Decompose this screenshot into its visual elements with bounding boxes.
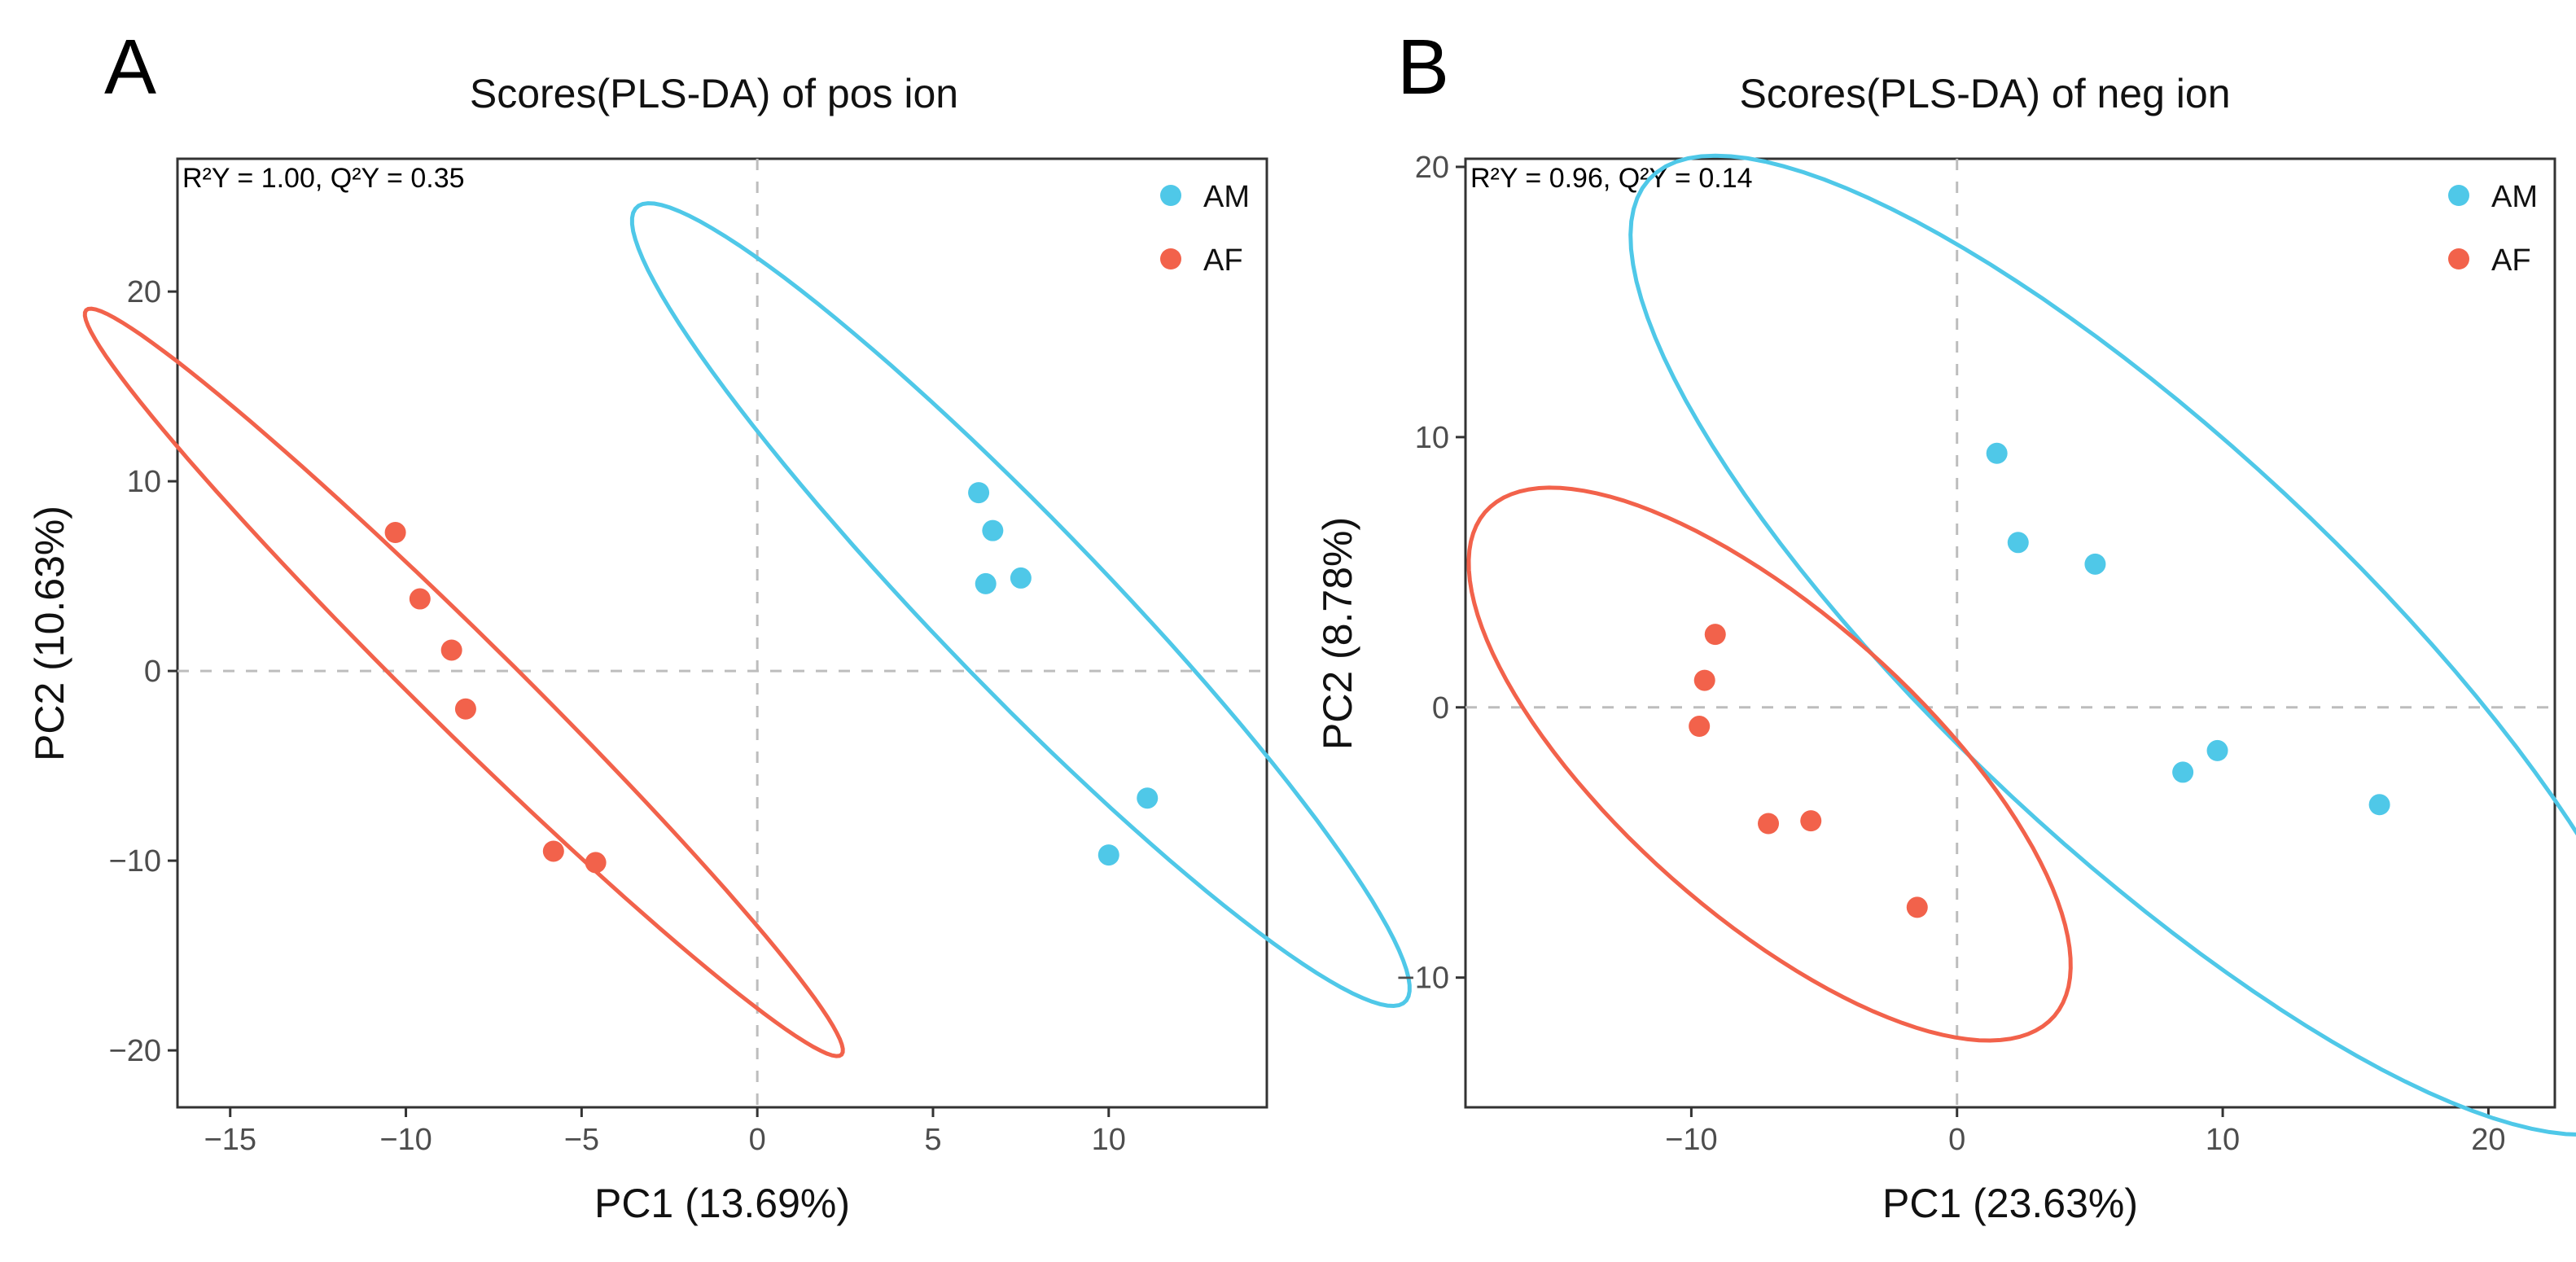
data-point-am	[982, 519, 1004, 541]
plot-frame-a	[176, 157, 1268, 1109]
confidence-ellipse-af	[1466, 485, 2073, 1043]
data-point-af	[585, 852, 607, 874]
x-axis-label-b: PC1 (23.63%)	[1882, 1181, 2138, 1226]
legend-label-af: AF	[1203, 243, 1243, 278]
data-point-am	[2172, 761, 2194, 783]
model-stats-a: R²Y = 1.00, Q²Y = 0.35	[182, 163, 465, 194]
x-tick-label: 10	[2206, 1123, 2240, 1157]
data-point-af	[440, 639, 462, 661]
data-point-af	[409, 588, 431, 610]
confidence-ellipse-am	[1628, 153, 2576, 1137]
data-point-am	[1137, 787, 1159, 809]
data-marks-a	[82, 201, 1412, 1058]
data-point-am	[975, 572, 997, 594]
x-tick-label: 5	[924, 1123, 941, 1157]
y-tick-label: 20	[1415, 151, 1449, 185]
x-tick-label: 0	[1948, 1123, 1965, 1157]
legend-b: AM AF	[2448, 180, 2538, 278]
data-point-am	[1010, 567, 1032, 589]
data-point-af	[1906, 896, 1928, 918]
data-point-am	[1097, 844, 1119, 866]
panel-a: A Scores(PLS-DA) of pos ion R²Y = 1.00, …	[27, 24, 1412, 1226]
chart-title-b: Scores(PLS-DA) of neg ion	[1739, 71, 2230, 116]
data-point-af	[1800, 810, 1822, 832]
y-tick-label: 20	[127, 275, 161, 309]
confidence-ellipse-af	[82, 306, 845, 1058]
y-tick-label: 10	[1415, 421, 1449, 455]
data-point-am	[2084, 553, 2106, 575]
data-point-af	[1689, 716, 1711, 738]
legend-label-am: AM	[1203, 180, 1250, 214]
legend-a: AM AF	[1160, 180, 1250, 278]
data-point-af	[384, 522, 406, 544]
axis-ticks-b: −10 0 10 20 −10 0 10 20	[1397, 151, 2506, 1157]
confidence-ellipse-am	[629, 201, 1412, 1009]
y-tick-label: 10	[127, 465, 161, 499]
data-point-am	[2007, 532, 2029, 554]
y-tick-label: 0	[1432, 691, 1449, 725]
x-tick-label: −10	[1665, 1123, 1717, 1157]
y-axis-label-b: PC2 (8.78%)	[1315, 517, 1360, 750]
legend-key-am	[1160, 185, 1181, 206]
data-point-af	[1704, 624, 1726, 646]
legend-label-af: AF	[2491, 243, 2531, 278]
legend-label-am: AM	[2491, 180, 2538, 214]
legend-key-af	[2448, 248, 2469, 269]
x-tick-label: −15	[204, 1123, 256, 1157]
data-point-af	[454, 698, 476, 720]
x-tick-label: 10	[1092, 1123, 1126, 1157]
model-stats-b: R²Y = 0.96, Q²Y = 0.14	[1470, 163, 1753, 194]
y-tick-label: −20	[109, 1034, 161, 1068]
panel-b: B Scores(PLS-DA) of neg ion R²Y = 0.96, …	[1315, 24, 2576, 1226]
data-marks-b	[1466, 153, 2576, 1137]
axis-ticks-a: −15 −10 −5 0 5 10 −20 −10 0 10 20	[109, 275, 1126, 1157]
legend-key-am	[2448, 185, 2469, 206]
x-tick-label: 20	[2471, 1123, 2505, 1157]
x-tick-label: 0	[749, 1123, 766, 1157]
data-point-am	[2206, 739, 2228, 761]
data-point-af	[542, 840, 564, 862]
data-point-am	[2368, 794, 2390, 816]
y-tick-label: 0	[144, 655, 161, 689]
panel-letter-a: A	[104, 24, 156, 111]
x-tick-label: −10	[379, 1123, 432, 1157]
data-point-af	[1693, 669, 1715, 691]
chart-title-a: Scores(PLS-DA) of pos ion	[470, 71, 958, 116]
plot-frame-b	[1464, 157, 2556, 1109]
zero-lines-b	[1465, 159, 2555, 1107]
panel-letter-b: B	[1397, 24, 1449, 111]
data-point-am	[968, 482, 990, 504]
x-tick-label: −5	[564, 1123, 599, 1157]
zero-lines-a	[177, 159, 1267, 1107]
x-axis-label-a: PC1 (13.69%)	[594, 1181, 850, 1226]
y-axis-label-a: PC2 (10.63%)	[27, 506, 72, 761]
data-point-am	[1986, 442, 2008, 464]
legend-key-af	[1160, 248, 1181, 269]
y-tick-label: −10	[109, 844, 161, 879]
data-point-af	[1758, 813, 1780, 835]
y-tick-label: −10	[1397, 962, 1449, 996]
